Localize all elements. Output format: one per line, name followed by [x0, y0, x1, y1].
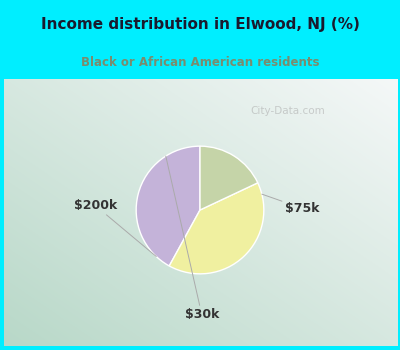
- Wedge shape: [136, 146, 200, 266]
- Wedge shape: [169, 183, 264, 274]
- Text: Income distribution in Elwood, NJ (%): Income distribution in Elwood, NJ (%): [40, 17, 360, 32]
- Text: City-Data.com: City-Data.com: [250, 106, 325, 116]
- Text: Black or African American residents: Black or African American residents: [81, 56, 319, 69]
- Text: $75k: $75k: [262, 194, 319, 215]
- Wedge shape: [200, 146, 258, 210]
- Text: $30k: $30k: [166, 156, 219, 321]
- Text: $200k: $200k: [74, 199, 156, 257]
